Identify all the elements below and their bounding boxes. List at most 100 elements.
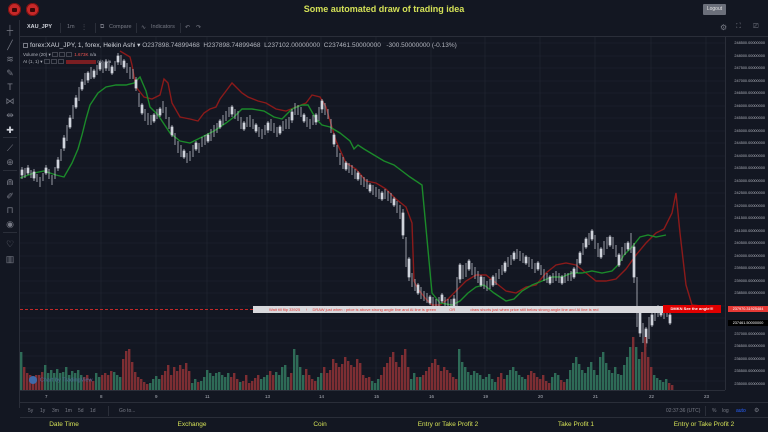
toolbar-divider — [95, 23, 96, 33]
settings-icon[interactable]: ⚙ — [754, 408, 760, 414]
legend-title[interactable]: forex:XAU_JPY, 1, forex, Heikin Ashi — [30, 42, 136, 49]
logo-icon-2 — [26, 3, 39, 16]
price-label: 246000.00000000 — [734, 104, 765, 108]
time-label: 15 — [374, 394, 380, 399]
price-label: 238500.00000000 — [734, 291, 765, 295]
toolbar-divider — [3, 170, 17, 171]
volume-value: 1.673K — [74, 52, 89, 57]
watermark-text: Chart by TradingView — [40, 377, 93, 384]
signal-text-or: OR — [449, 307, 456, 312]
clock[interactable]: 02:37:36 (UTC) — [666, 408, 701, 414]
measure-icon[interactable]: ⟋ — [6, 143, 14, 153]
trend-line-icon[interactable]: ╱ — [7, 40, 13, 50]
legend-close: C237461.50000000 — [323, 42, 381, 49]
magnet-icon[interactable]: ⋒ — [6, 177, 14, 187]
brush-icon[interactable]: ✎ — [6, 68, 14, 78]
log-toggle[interactable]: log — [722, 408, 729, 414]
signal-text-draw-long: DRAW just when : price is above strong a… — [312, 307, 437, 312]
forecast-icon[interactable]: ⇹ — [6, 110, 14, 120]
compare-button[interactable]: Compare — [109, 24, 132, 30]
tradingview-watermark[interactable]: Chart by TradingView — [29, 376, 92, 384]
ai-na-2: n/a — [104, 59, 112, 64]
indicators-button[interactable]: Indicators — [151, 24, 175, 30]
toolbar-divider — [3, 232, 17, 233]
footer-col-exchange: Exchange — [177, 421, 207, 428]
trash-icon[interactable]: ▥ — [5, 254, 15, 264]
eye-icon[interactable] — [52, 52, 59, 58]
chart-pane[interactable] — [20, 37, 725, 390]
chart-toolbar: XAU_JPY 1m ⫶ ⧉ Compare ∿ Indicators ↶ ↷ … — [20, 20, 768, 37]
candle-style-icon[interactable]: ⫶ — [83, 23, 85, 32]
footer-col-date-time: Date Time — [49, 421, 79, 428]
pitchfork-icon[interactable]: ≋ — [6, 54, 14, 64]
time-axis[interactable]: 7 8 9 11 13 14 15 16 19 20 21 22 23 — [20, 390, 725, 402]
time-label: 11 — [205, 394, 210, 399]
compare-icon[interactable]: ⧉ — [100, 24, 105, 30]
volume-legend: Volume (20) ▾ 1.673K n/a — [23, 52, 97, 58]
toolbar-divider — [180, 23, 181, 33]
settings-icon[interactable]: ⚙ — [720, 23, 728, 32]
eye-icon[interactable] — [43, 59, 50, 65]
time-label: 16 — [429, 394, 435, 399]
drawing-toolbar: ┼ ╱ ≋ ✎ T ⋈ ⇹ ✚ ⟋ ⊕ ⋒ ✐ ⊓ ◉ ♡ ▥ — [0, 20, 20, 408]
auto-toggle[interactable]: auto — [736, 408, 746, 414]
range-1m[interactable]: 1m — [65, 408, 72, 414]
volume-label[interactable]: Volume (20) — [23, 52, 48, 57]
price-label: 236500.00000000 — [734, 344, 765, 348]
symbol-search[interactable]: XAU_JPY — [27, 24, 53, 30]
time-label: 23 — [704, 394, 710, 399]
range-3m[interactable]: 3m — [52, 408, 59, 414]
undo-icon[interactable]: ↶ — [185, 25, 191, 31]
settings-icon[interactable] — [59, 52, 66, 58]
time-label: 14 — [319, 394, 325, 399]
signal-sep: ↑ — [305, 307, 308, 312]
fullscreen-icon[interactable]: ⛶ — [736, 23, 741, 30]
legend-checkbox[interactable] — [23, 42, 28, 48]
time-label: 13 — [265, 394, 271, 399]
logo-icon — [8, 3, 21, 16]
price-label: 235000.00000000 — [734, 382, 765, 386]
snapshot-icon[interactable]: ⎚ — [753, 23, 759, 30]
range-1y[interactable]: 1y — [40, 408, 46, 414]
footer-col-entry-tp2: Entry or Take Profit 2 — [417, 421, 479, 428]
settings-icon[interactable] — [50, 59, 57, 65]
price-axis[interactable]: 248500.00000000 248000.00000000 247500.0… — [725, 37, 768, 390]
crosshair-icon[interactable]: ┼ — [6, 25, 14, 35]
time-label: 22 — [649, 394, 655, 399]
interval-selector[interactable]: 1m — [67, 24, 75, 30]
lock-drawing-icon[interactable]: ✐ — [6, 191, 14, 201]
symbol-legend: forex:XAU_JPY, 1, forex, Heikin Ashi ▾ O… — [23, 41, 457, 49]
percent-toggle[interactable]: % — [712, 408, 717, 414]
range-5y[interactable]: 5y — [28, 408, 34, 414]
goto-button[interactable]: Go to... — [119, 408, 136, 414]
signal-text-wait: Wait till flip 33925 — [269, 307, 301, 312]
top-bar: Some automated draw of trading idea Logo… — [0, 0, 768, 20]
logout-button[interactable]: Logout — [703, 4, 726, 15]
pattern-icon[interactable]: ⋈ — [5, 96, 15, 106]
arrow-icon[interactable]: ✚ — [6, 125, 14, 135]
indicators-icon[interactable]: ∿ — [141, 25, 147, 31]
text-icon[interactable]: T — [7, 82, 13, 92]
toolbar-divider — [108, 406, 109, 416]
time-label: 7 — [45, 394, 48, 399]
legend-chevron-icon[interactable]: ▾ — [135, 42, 143, 49]
favorite-icon[interactable]: ♡ — [5, 239, 15, 249]
close-icon[interactable] — [57, 59, 64, 65]
close-icon[interactable] — [66, 52, 73, 58]
range-5d[interactable]: 5d — [78, 408, 84, 414]
time-label: 9 — [155, 394, 158, 399]
unlock-icon[interactable]: ⊓ — [6, 205, 14, 215]
toolbar-divider — [705, 406, 706, 416]
legend-high: H237898.74899468 — [203, 42, 261, 49]
price-label: 242500.00000000 — [734, 191, 765, 195]
ai-label[interactable]: AI (1, 1) — [23, 59, 40, 64]
candles — [20, 53, 672, 347]
time-label: 19 — [483, 394, 489, 399]
legend-open: O237898.74899468 — [142, 42, 200, 49]
eye-icon[interactable]: ◉ — [6, 219, 14, 229]
signal-alert: DMKN See the angle!!! — [663, 305, 721, 313]
zoom-icon[interactable]: ⊕ — [6, 157, 14, 167]
range-1d[interactable]: 1d — [90, 408, 96, 414]
redo-icon[interactable]: ↷ — [196, 25, 202, 31]
price-label: 240000.00000000 — [734, 254, 765, 258]
